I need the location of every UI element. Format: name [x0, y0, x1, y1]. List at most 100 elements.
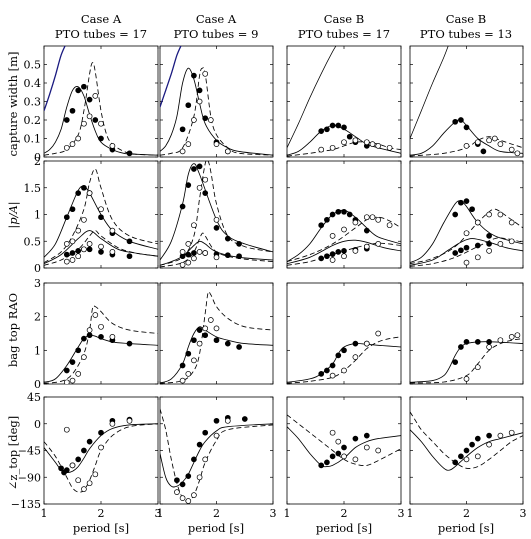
data-point-open: [497, 241, 504, 247]
data-point-filled: [98, 334, 104, 340]
y-tick-label: 2: [34, 155, 41, 168]
data-point-open: [363, 340, 370, 347]
data-point-open: [98, 323, 104, 330]
data-point-filled: [318, 222, 325, 229]
panel-series: [44, 305, 158, 384]
data-point-open: [202, 456, 209, 463]
data-point-filled: [126, 238, 133, 245]
data-point-filled: [202, 429, 209, 436]
data-point-open: [92, 471, 99, 478]
data-point-open: [202, 325, 209, 332]
data-point-open: [207, 117, 214, 123]
data-point-open: [191, 357, 197, 364]
y-tick-label: −45: [18, 445, 41, 458]
data-point-filled: [63, 367, 70, 374]
data-point-filled: [75, 87, 82, 94]
data-point-open: [514, 332, 521, 339]
data-point-filled: [63, 467, 70, 473]
data-point-filled: [318, 462, 325, 469]
data-point-filled: [474, 242, 481, 249]
data-point-open: [369, 214, 376, 221]
data-point-filled: [452, 250, 459, 256]
data-point-filled: [98, 214, 104, 221]
data-point-open: [224, 148, 231, 155]
data-point-filled: [236, 241, 242, 247]
data-point-filled: [329, 453, 336, 460]
series-line-solid: [160, 423, 273, 488]
data-point-filled: [241, 416, 248, 422]
data-point-open: [508, 334, 515, 340]
panel-series: [287, 414, 401, 469]
data-point-filled: [86, 246, 93, 253]
data-point-open: [329, 257, 336, 263]
data-point-open: [386, 144, 393, 151]
series-line-dashed: [287, 336, 401, 384]
data-point-filled: [469, 441, 475, 448]
data-point-open: [207, 317, 214, 323]
y-tick-label: 1: [34, 209, 41, 222]
x-axis-labels: period [s] period [s] period [s] period …: [73, 521, 494, 535]
data-point-open: [363, 444, 370, 451]
data-point-filled: [458, 247, 464, 254]
data-point-open: [213, 216, 220, 223]
data-point-filled: [174, 477, 180, 484]
panel-series: [44, 168, 158, 266]
data-point-filled: [324, 126, 330, 133]
series-line-dashed: [410, 338, 523, 384]
data-point-open: [341, 367, 347, 374]
data-point-open: [213, 432, 220, 439]
row-1-ylabel-group: |p/A|: [6, 201, 21, 228]
y-tick-label: 0.1: [24, 133, 42, 146]
y-tick-label: −90: [18, 471, 41, 484]
data-point-open: [179, 495, 186, 501]
data-point-filled: [346, 211, 353, 218]
data-point-open: [375, 216, 382, 223]
data-point-filled: [196, 163, 203, 170]
data-point-filled: [185, 251, 192, 258]
y-tick-label: 45: [27, 391, 41, 404]
data-point-open: [486, 441, 492, 448]
row-1-ylabel: |p/A|: [6, 201, 21, 228]
data-point-filled: [335, 122, 342, 129]
data-point-open: [81, 246, 87, 253]
data-point-open: [191, 255, 197, 262]
data-point-filled: [486, 233, 492, 239]
data-point-filled: [69, 359, 76, 365]
panel-series: [410, 332, 523, 384]
data-point-filled: [213, 417, 220, 424]
data-point-filled: [463, 198, 470, 204]
data-point-filled: [86, 96, 93, 103]
y-tick-label: 0.5: [24, 235, 42, 248]
data-point-open: [81, 354, 87, 360]
panel-frame: [43, 396, 159, 505]
series-line-dotted-blue: [160, 46, 182, 108]
data-point-filled: [191, 456, 197, 463]
data-point-open: [491, 135, 498, 142]
data-point-open: [508, 219, 515, 226]
panel-r0-c3: [409, 45, 524, 158]
data-point-filled: [469, 206, 475, 213]
panel-r1-c3: [409, 160, 524, 269]
data-point-open: [474, 139, 481, 146]
data-point-open: [191, 222, 197, 229]
data-point-open: [86, 113, 93, 120]
column-headers: Case A PTO tubes = 17 Case A PTO tubes =…: [55, 12, 512, 41]
data-point-open: [363, 243, 370, 250]
column-1-case-label: Case A: [196, 12, 237, 26]
series-line-solid: [410, 238, 523, 266]
data-point-open: [196, 340, 203, 347]
data-point-open: [81, 216, 87, 223]
data-point-open: [179, 377, 186, 384]
data-point-open: [109, 334, 116, 340]
data-point-filled: [191, 337, 197, 344]
series-line-solid-thin: [287, 46, 337, 148]
y-tick-label: 0: [34, 378, 41, 391]
data-point-filled: [341, 248, 347, 254]
series-line-solid: [44, 85, 158, 156]
data-point-filled: [363, 432, 370, 439]
data-point-open: [508, 238, 515, 245]
series-line-dashed: [410, 136, 523, 157]
data-point-filled: [63, 251, 70, 258]
y-tick-label: 0.3: [24, 96, 42, 109]
data-point-open: [98, 120, 104, 127]
